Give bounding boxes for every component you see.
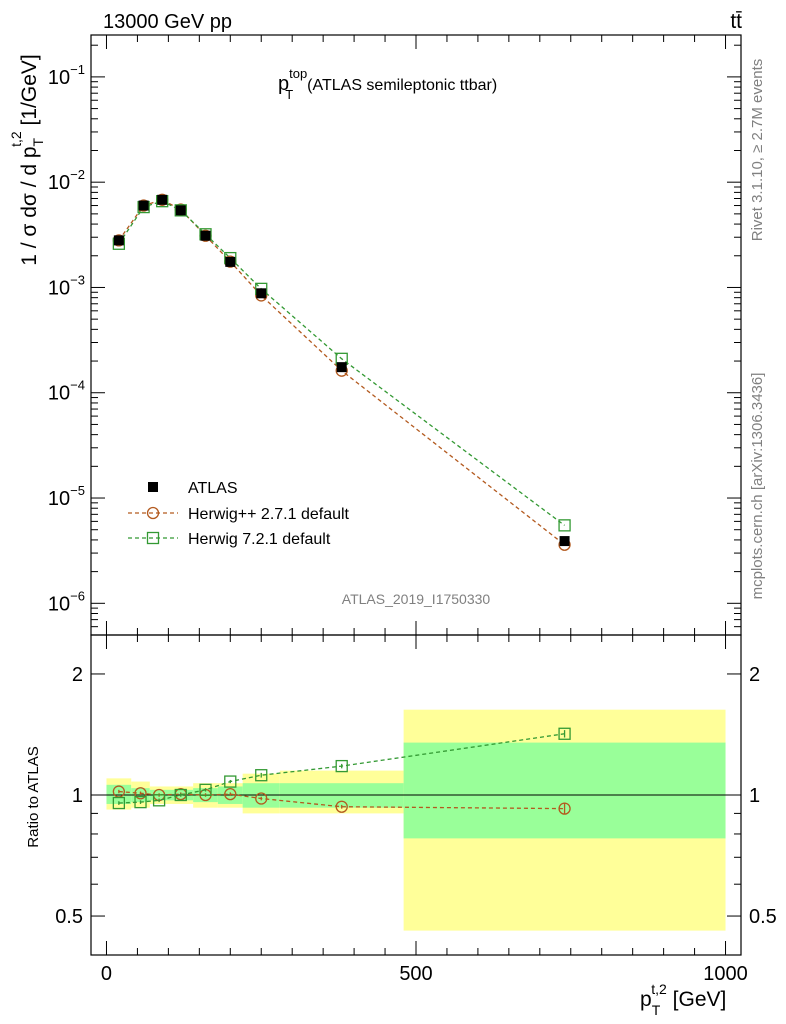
ratio-point-herwig7 [174, 788, 187, 802]
ratio-point-herwigpp [224, 787, 237, 801]
legend-marker-herwigpp [146, 506, 160, 520]
title-rest: (ATLAS semileptonic ttbar) [307, 77, 497, 94]
mcplots-label: mcplots.cern.ch [arXiv:1306.3436] [749, 373, 766, 600]
ratio-point-herwig7 [558, 727, 571, 740]
ratio-y-tick-label-right: 1 [749, 785, 760, 807]
x-tick-label: 0 [101, 963, 112, 985]
main-y-axis-label: 1 / σ dσ / d pTt,2 [1/GeV] [8, 54, 46, 266]
ratio-y-tick-label: 0.5 [55, 906, 83, 928]
title-sub: T [285, 87, 293, 102]
main-point-data [138, 200, 149, 211]
main-point-herwig7 [174, 204, 187, 217]
series-line-herwigpp [118, 199, 565, 546]
main-y-tick-label: 10−4 [48, 378, 85, 405]
ratio-point-herwig7 [255, 769, 268, 782]
ratio-band-inner [106, 784, 132, 804]
main-point-data [336, 362, 347, 373]
legend-marker-atlas [148, 482, 158, 492]
ratio-point-herwigpp [335, 800, 348, 813]
legend: ATLAS Herwig++ 2.7.1 default Herwig 7.2.… [128, 480, 350, 548]
process-label: tt̄ [730, 10, 742, 33]
analysis-watermark: ATLAS_2019_I1750330 [342, 591, 491, 607]
x-tick-label: 1000 [703, 963, 748, 985]
ratio-point-herwigpp [255, 792, 268, 805]
main-y-tick-label: 10−3 [48, 272, 85, 299]
ratio-y-tick-label: 1 [72, 785, 83, 807]
ratio-point-herwigpp [558, 802, 571, 815]
main-panel-title: ptop T (ATLAS semileptonic ttbar) [278, 66, 497, 102]
x-tick-label: 500 [399, 963, 432, 985]
ratio-y-axis-label: Ratio to ATLAS [25, 746, 42, 847]
main-point-data [225, 256, 236, 267]
ratio-point-herwig7 [199, 783, 212, 796]
title-main: p [278, 73, 289, 95]
x-axis-label: pTt,2 [GeV] [640, 981, 726, 1018]
legend-label-herwig7: Herwig 7.2.1 default [188, 531, 331, 548]
ratio-y-tick-label: 2 [72, 664, 83, 686]
main-point-herwig7 [558, 519, 571, 532]
ratio-point-herwig7 [335, 759, 348, 773]
main-y-tick-label: 10−5 [48, 483, 85, 510]
main-y-tick-label: 10−1 [48, 62, 85, 89]
main-point-data [559, 536, 570, 547]
main-point-data [175, 205, 186, 216]
legend-marker-herwig7 [146, 531, 160, 545]
ratio-point-herwig7 [152, 794, 166, 807]
main-y-tick-label: 10−6 [48, 588, 85, 615]
main-y-tick-label: 10−2 [48, 167, 85, 194]
ratio-y-tick-label-right: 0.5 [749, 906, 777, 928]
ratio-point-herwigpp [134, 787, 147, 800]
rivet-label: Rivet 3.1.10, ≥ 2.7M events [749, 59, 766, 242]
legend-label-herwigpp: Herwig++ 2.7.1 default [188, 506, 350, 523]
title-sup: top [289, 66, 307, 81]
main-point-data [157, 194, 168, 205]
energy-label: 13000 GeV pp [103, 11, 232, 33]
legend-label-atlas: ATLAS [188, 480, 238, 497]
ratio-point-herwig7 [134, 795, 147, 809]
main-point-data [200, 230, 211, 241]
main-point-data [113, 235, 124, 246]
ratio-y-tick-label-right: 2 [749, 664, 760, 686]
ratio-band-inner [403, 742, 726, 839]
main-point-data [256, 288, 267, 299]
ratio-point-herwig7 [112, 796, 126, 810]
series-line-herwig7 [118, 200, 565, 526]
ratio-point-herwig7 [224, 775, 237, 788]
